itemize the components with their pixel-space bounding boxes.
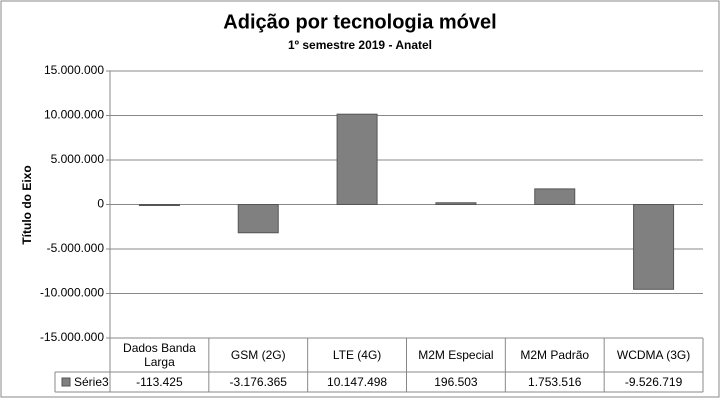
x-tick-label-box: GSM (2G)	[230, 348, 286, 362]
table-value: 1.753.516	[528, 375, 582, 389]
table-value: -3.176.365	[230, 375, 288, 389]
x-tick-label-box: LTE (4G)	[332, 348, 382, 362]
bar	[633, 204, 675, 290]
y-tick-label: 15.000.000	[44, 63, 104, 77]
y-tick-label: 5.000.000	[51, 152, 105, 166]
table-value: 10.147.498	[327, 375, 387, 389]
bar	[237, 204, 279, 234]
table-value: 196.503	[434, 375, 478, 389]
x-tick-label: LTE (4G)	[332, 348, 382, 362]
y-axis-label: Título do Eixo	[20, 165, 34, 244]
x-tick-label: M2M Padrão	[520, 348, 590, 362]
y-tick-label: -15.000.000	[40, 330, 104, 344]
bar	[534, 188, 576, 205]
bar	[336, 113, 378, 205]
x-tick-label: GSM (2G)	[230, 348, 286, 362]
y-tick-label: -5.000.000	[47, 241, 105, 255]
x-tick-label: M2M Especial	[418, 348, 494, 362]
x-tick-label: WCDMA (3G)	[616, 348, 691, 362]
legend-label: Série3	[74, 375, 109, 389]
chart-subtitle: 1º semestre 2019 - Anatel	[288, 38, 432, 52]
x-tick-label-box: M2M Padrão	[520, 348, 590, 362]
table-value: -113.425	[136, 375, 183, 389]
chart-title: Adição por tecnologia móvel	[223, 11, 496, 33]
y-tick-label: 0	[97, 197, 104, 211]
x-tick-label-box: M2M Especial	[418, 348, 494, 362]
legend-key	[61, 377, 71, 387]
bar	[435, 202, 477, 206]
y-tick-label: -10.000.000	[40, 286, 104, 300]
y-tick-label: 10.000.000	[44, 108, 104, 122]
bar	[138, 204, 180, 207]
table-value: -9.526.719	[625, 375, 683, 389]
x-tick-label-box: WCDMA (3G)	[616, 348, 691, 362]
x-tick-label-box: Dados Banda Larga	[123, 341, 196, 369]
x-tick-label: Dados Banda Larga	[123, 341, 196, 369]
